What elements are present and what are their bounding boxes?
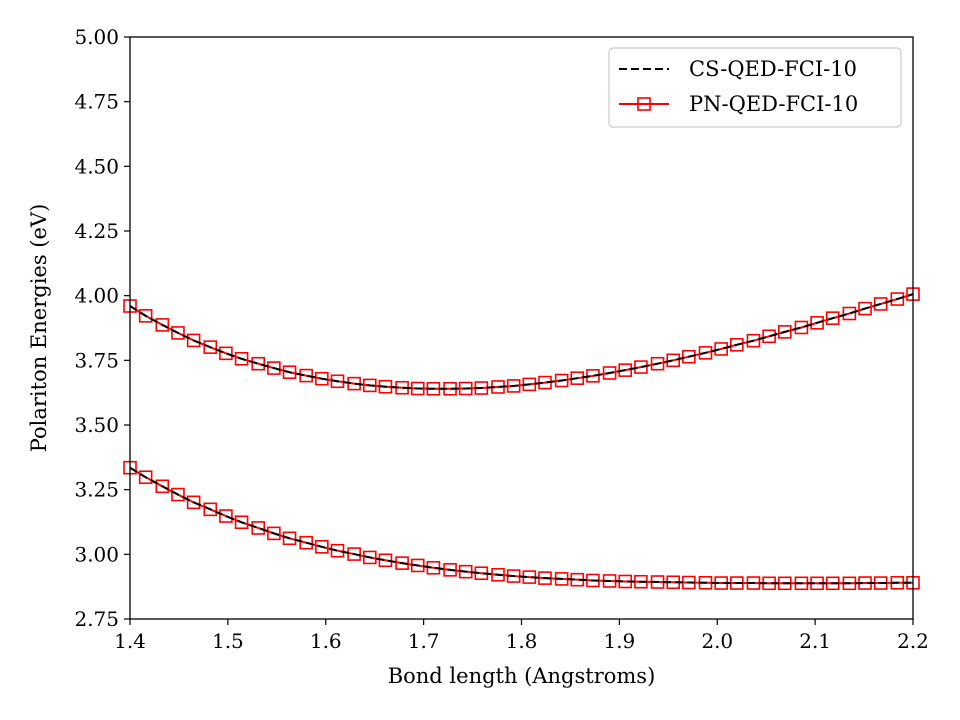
data-point: [666, 353, 681, 368]
data-point: [777, 325, 792, 339]
data-point: [618, 363, 633, 377]
x-tick-label: 1.5: [212, 629, 244, 653]
data-point: [890, 292, 905, 306]
series-line-cs: [129, 293, 914, 390]
data-point: [714, 342, 728, 356]
series-line-cs: [129, 466, 913, 585]
x-tick-label: 1.4: [114, 629, 146, 653]
data-point: [171, 487, 185, 502]
data-point: [299, 368, 313, 383]
data-point: [682, 349, 696, 364]
data-point: [650, 356, 665, 371]
data-point: [491, 567, 505, 582]
data-point: [602, 366, 617, 380]
y-tick-label: 3.25: [74, 478, 119, 502]
data-point: [203, 502, 218, 517]
legend-label-pn: PN-QED-FCI-10: [689, 92, 858, 116]
data-point: [186, 495, 201, 510]
x-tick-label: 1.8: [506, 629, 538, 653]
data-point: [410, 381, 425, 396]
data-point: [203, 340, 218, 354]
data-point: [682, 575, 696, 590]
data-point: [730, 338, 744, 352]
data-point: [282, 531, 297, 546]
legend-label-cs: CS-QED-FCI-10: [689, 57, 857, 81]
data-point: [395, 556, 409, 570]
data-point: [858, 301, 872, 316]
data-point: [267, 526, 281, 541]
x-tick-label: 2.2: [897, 629, 929, 653]
data-point: [810, 316, 824, 330]
x-tick-label: 1.9: [603, 629, 635, 653]
data-point: [762, 329, 776, 344]
data-point: [315, 371, 329, 386]
data-point: [586, 573, 600, 588]
data-point: [155, 318, 170, 332]
data-point: [458, 381, 473, 396]
data-point: [347, 547, 361, 561]
data-point: [746, 333, 761, 348]
data-point: [634, 574, 648, 589]
x-tick-label: 2.0: [701, 629, 733, 653]
series-line-pn: [129, 293, 914, 390]
y-tick-label: 4.00: [74, 284, 119, 308]
data-point: [443, 563, 457, 577]
data-point: [825, 311, 840, 325]
x-axis-label: Bond length (Angstroms): [388, 664, 656, 688]
data-point: [219, 509, 233, 523]
data-point: [634, 360, 648, 374]
plot-area: [123, 287, 920, 591]
data-point: [362, 378, 377, 393]
data-point: [234, 351, 249, 366]
x-tick-label: 1.6: [310, 629, 342, 653]
y-tick-label: 4.50: [74, 154, 119, 178]
data-point: [299, 535, 313, 550]
data-point: [251, 356, 266, 371]
y-tick-label: 3.75: [74, 348, 119, 372]
data-point: [138, 309, 153, 323]
data-point: [219, 346, 233, 361]
data-point: [282, 365, 297, 380]
data-point: [506, 379, 521, 393]
ticks: 1.4 1.5 1.6 1.7 1.8 1.9 2.0 2.1 2.2 2.75 3.00 3.25 3…: [74, 25, 928, 653]
data-point: [698, 346, 713, 360]
data-point: [315, 540, 329, 554]
data-point: [378, 553, 393, 568]
data-point: [842, 306, 857, 321]
data-point: [251, 521, 266, 535]
y-tick-label: 3.00: [74, 542, 119, 566]
y-tick-label: 2.75: [74, 607, 119, 631]
y-tick-label: 5.00: [74, 25, 119, 49]
data-point: [186, 333, 201, 348]
y-tick-label: 4.25: [74, 219, 119, 243]
data-point: [234, 515, 249, 530]
y-tick-label: 3.50: [74, 413, 119, 437]
data-point: [155, 479, 170, 494]
x-tick-label: 2.1: [799, 629, 831, 653]
data-point: [171, 326, 185, 340]
y-axis-label: Polariton Energies (eV): [27, 204, 51, 453]
x-tick-label: 1.7: [408, 629, 440, 653]
data-point: [873, 297, 888, 311]
data-point: [267, 361, 281, 375]
legend-marker-pn: [637, 97, 651, 111]
legend-frame: [608, 47, 902, 128]
data-point: [362, 550, 377, 565]
data-point: [138, 470, 153, 485]
data-point: [538, 571, 552, 585]
data-point: [330, 543, 345, 558]
legend: CS-QED-FCI-10 PN-QED-FCI-10: [608, 47, 902, 128]
y-tick-label: 4.75: [74, 90, 119, 114]
data-point: [554, 373, 569, 388]
data-point: [794, 320, 809, 335]
